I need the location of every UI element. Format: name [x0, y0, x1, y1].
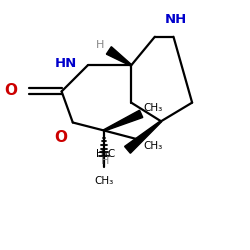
Text: O: O [4, 83, 18, 98]
Polygon shape [124, 121, 162, 153]
Text: H: H [101, 156, 109, 166]
Text: O: O [54, 130, 67, 146]
Polygon shape [106, 47, 132, 66]
Polygon shape [104, 110, 143, 131]
Text: CH₃: CH₃ [144, 103, 163, 113]
Text: H₃C: H₃C [96, 149, 115, 159]
Text: H: H [96, 40, 104, 50]
Text: HN: HN [54, 57, 76, 70]
Text: CH₃: CH₃ [143, 141, 162, 151]
Text: CH₃: CH₃ [94, 176, 114, 186]
Text: NH: NH [165, 12, 187, 26]
